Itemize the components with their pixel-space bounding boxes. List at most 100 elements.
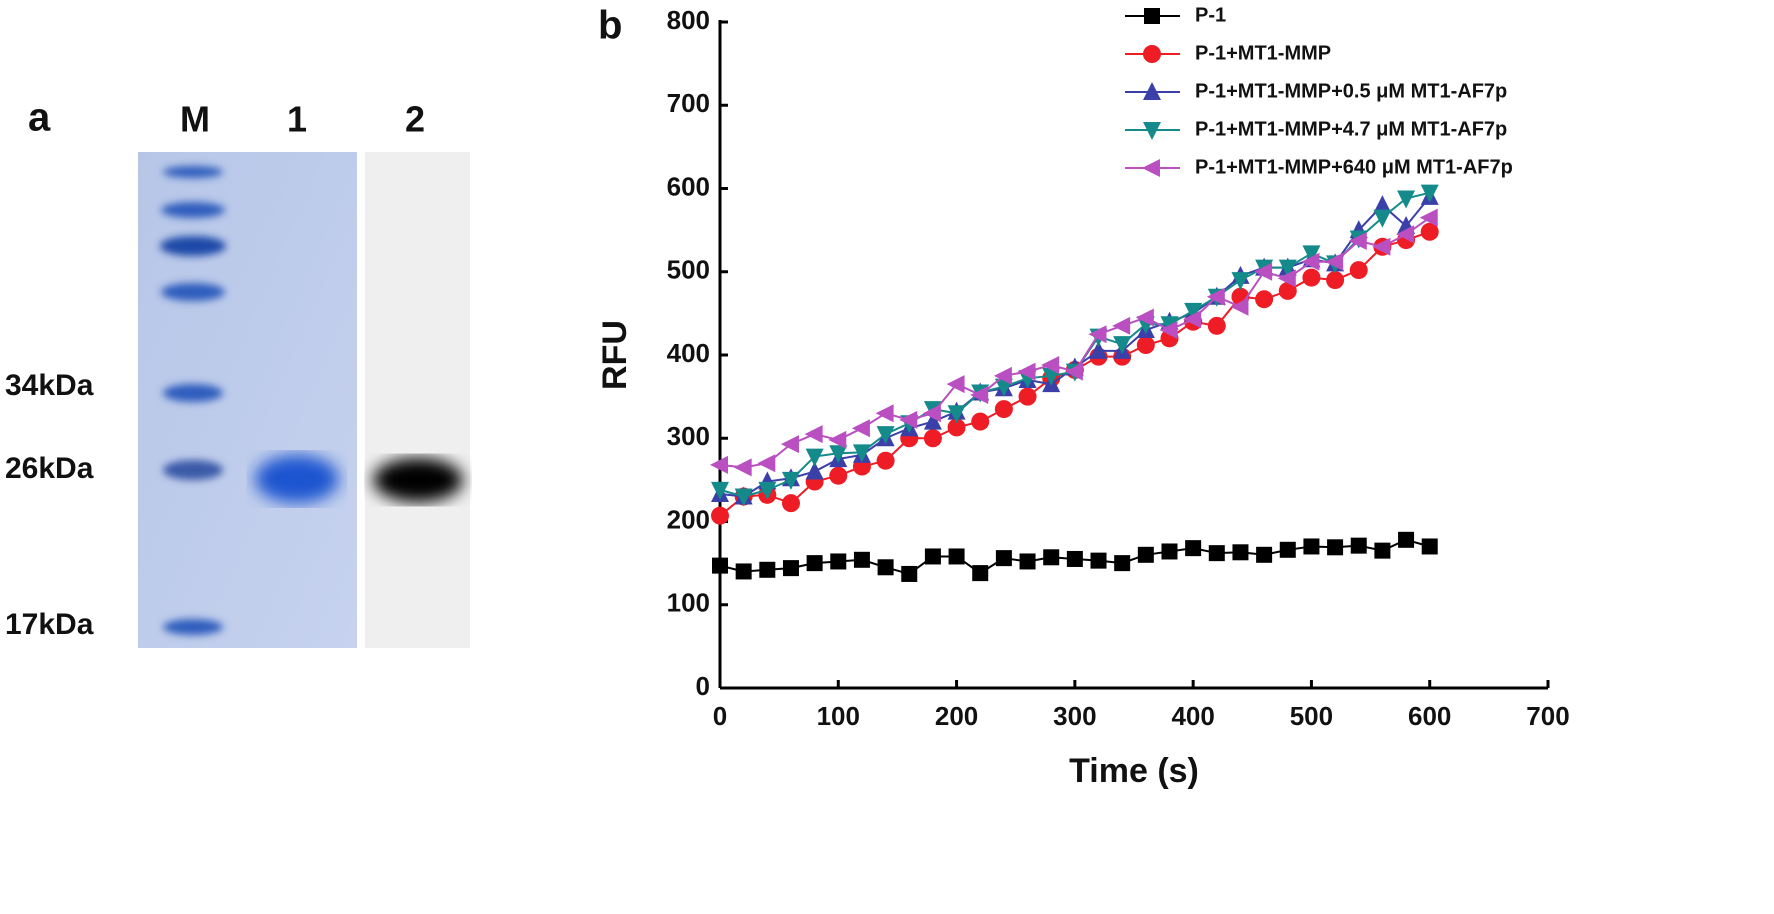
y-axis-title: RFU: [596, 320, 634, 390]
marker: [1254, 262, 1273, 281]
legend-label: P-1+MT1-MMP: [1195, 42, 1331, 64]
marker: [829, 466, 848, 485]
marker: [1066, 550, 1083, 567]
y-tick-label: 200: [667, 504, 710, 534]
marker: [1420, 222, 1439, 241]
series: [711, 184, 1439, 507]
x-tick-label: 400: [1171, 701, 1214, 731]
marker: [1420, 184, 1439, 203]
marker: [1350, 537, 1367, 554]
x-tick-label: 300: [1053, 701, 1096, 731]
marker: [1142, 159, 1160, 177]
marker: [1303, 538, 1320, 555]
marker: [1256, 546, 1273, 563]
marker: [1396, 225, 1415, 244]
marker: [877, 559, 894, 576]
marker: [1279, 541, 1296, 558]
marker-label: 26kDa: [5, 452, 94, 485]
marker: [1144, 8, 1160, 24]
marker: [1326, 271, 1345, 290]
marker: [1325, 252, 1344, 271]
lane-label: 1: [287, 99, 307, 140]
marker: [899, 410, 918, 429]
marker: [946, 375, 965, 394]
y-tick-label: 700: [667, 88, 710, 118]
lane-label: 2: [405, 99, 425, 140]
marker: [804, 425, 823, 444]
y-tick-label: 100: [667, 588, 710, 618]
marker: [1184, 302, 1203, 321]
marker: [1042, 367, 1061, 386]
y-tick-label: 800: [667, 5, 710, 35]
marker: [1349, 261, 1368, 280]
marker: [782, 560, 799, 577]
marker: [733, 458, 752, 477]
marker: [1019, 553, 1036, 570]
marker: [922, 404, 941, 423]
marker: [781, 471, 800, 490]
series-line: [719, 191, 1430, 498]
marker: [1397, 190, 1416, 209]
marker: [1088, 325, 1107, 344]
marker: [1327, 539, 1344, 556]
marker: [1183, 310, 1202, 329]
marker: [1301, 252, 1320, 271]
marker: [1421, 538, 1438, 555]
marker: [1017, 362, 1036, 381]
marker: [994, 400, 1013, 419]
marker: [876, 451, 895, 470]
gel-coomassie: [138, 152, 357, 648]
marker: [781, 494, 800, 513]
marker: [947, 405, 966, 424]
marker: [1373, 209, 1392, 228]
marker: [876, 426, 895, 445]
x-tick-label: 200: [935, 701, 978, 731]
y-tick-label: 500: [667, 255, 710, 285]
gel-western: [365, 152, 470, 648]
marker: [1089, 340, 1108, 359]
marker: [1136, 336, 1155, 355]
y-tick-label: 400: [667, 338, 710, 368]
panel-label: b: [598, 4, 622, 48]
marker: [806, 555, 823, 572]
marker: [735, 563, 752, 580]
marker: [1230, 297, 1249, 316]
marker: [1208, 545, 1225, 562]
marker: [1232, 544, 1249, 561]
marker: [734, 488, 753, 507]
marker: [828, 430, 847, 449]
marker: [923, 429, 942, 448]
series: [711, 186, 1439, 505]
marker: [851, 419, 870, 438]
y-tick-label: 600: [667, 171, 710, 201]
marker: [853, 551, 870, 568]
panel-label: a: [28, 96, 51, 140]
x-tick-label: 500: [1290, 701, 1333, 731]
marker: [711, 506, 729, 525]
marker: [1302, 268, 1321, 287]
marker: [712, 557, 728, 574]
marker: [1302, 245, 1321, 264]
marker: [1374, 542, 1391, 559]
marker: [1113, 336, 1132, 355]
marker: [1348, 231, 1367, 250]
marker: [1137, 546, 1154, 563]
marker: [972, 565, 989, 582]
marker: [1373, 195, 1392, 214]
marker: [1278, 281, 1297, 300]
marker: [1231, 272, 1250, 291]
marker: [1135, 308, 1154, 327]
series-line: [719, 196, 1431, 498]
marker: [829, 445, 848, 464]
x-tick-label: 600: [1408, 701, 1451, 731]
marker: [923, 411, 942, 430]
marker: [757, 454, 776, 473]
marker: [924, 548, 941, 565]
marker: [1018, 387, 1037, 406]
marker: [948, 548, 965, 565]
marker: [1419, 208, 1438, 227]
marker: [852, 444, 871, 463]
marker: [875, 404, 894, 423]
series: [710, 208, 1438, 477]
marker: [1278, 259, 1297, 278]
